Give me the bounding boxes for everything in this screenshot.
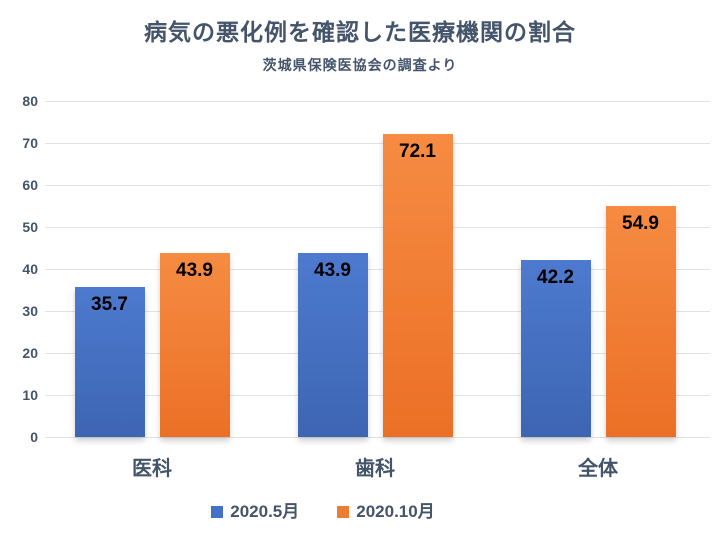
legend-item-series-1: 2020.10月 [337,501,435,523]
gridline-y-50 [45,227,710,228]
bar-全体-2020.10月: 54.9 [605,206,676,437]
y-axis-tick-label-30: 30 [22,303,38,319]
bar-医科-2020.10月: 43.9 [159,252,230,437]
x-axis-category-label-医科: 医科 [132,458,172,480]
bar-value-label: 42.2 [537,266,574,288]
bar-value-label: 54.9 [622,213,659,235]
y-axis-tick-label-0: 0 [30,429,38,445]
gridline-y-80 [45,101,710,102]
gridline-y-60 [45,185,710,186]
legend-swatch-orange-icon [337,506,350,518]
bar-医科-2020.5月: 35.7 [74,287,145,437]
chart-title: 病気の悪化例を確認した医療機関の割合 [144,19,576,45]
legend-item-series-0: 2020.5月 [211,501,299,523]
legend-label-series-1: 2020.10月 [356,502,435,521]
y-axis-tick-label-40: 40 [22,261,38,277]
legend-label-series-0: 2020.5月 [230,502,300,521]
y-axis-tick-label-80: 80 [22,93,38,109]
x-axis-category-label-全体: 全体 [578,458,618,480]
gridline-y-20 [45,353,710,354]
chart-subtitle: 茨城県保険医協会の調査より [262,57,458,73]
bar-value-label: 43.9 [314,259,351,281]
y-axis-tick-label-10: 10 [22,387,38,403]
bar-全体-2020.5月: 42.2 [520,259,591,437]
gridline-y-0 [45,437,710,438]
bar-歯科-2020.5月: 43.9 [297,252,368,437]
legend: 2020.5月 2020.10月 [0,501,683,523]
gridline-y-40 [45,269,710,270]
gridline-y-30 [45,311,710,312]
bar-value-label: 35.7 [91,294,128,316]
y-axis-tick-label-20: 20 [22,345,38,361]
y-axis-tick-label-60: 60 [22,177,38,193]
gridline-y-10 [45,395,710,396]
x-axis-category-label-歯科: 歯科 [355,458,395,480]
legend-swatch-blue-icon [211,506,224,518]
bar-value-label: 72.1 [399,141,436,163]
bar-value-label: 43.9 [176,259,213,281]
y-axis-tick-label-70: 70 [22,135,38,151]
y-axis-tick-label-50: 50 [22,219,38,235]
bar-歯科-2020.10月: 72.1 [382,134,453,437]
gridline-y-70 [45,143,710,144]
